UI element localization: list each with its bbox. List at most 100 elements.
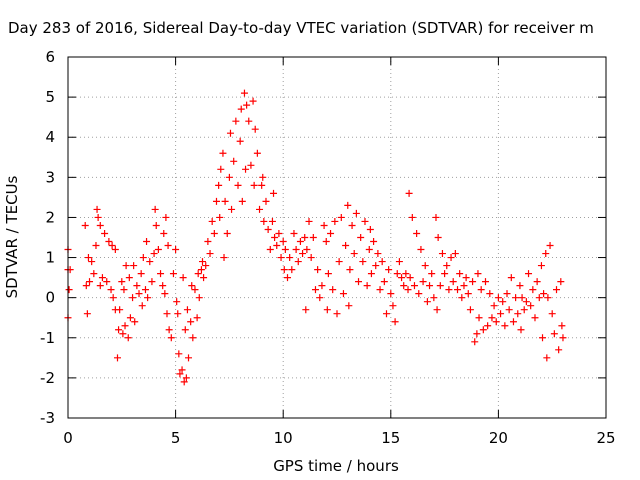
data-point	[238, 197, 246, 205]
data-point	[537, 262, 545, 270]
data-point	[86, 278, 94, 286]
data-point	[408, 213, 416, 221]
data-point	[481, 278, 489, 286]
data-point	[550, 330, 558, 338]
data-point	[96, 282, 104, 290]
data-point	[430, 294, 438, 302]
data-point	[307, 254, 315, 262]
data-point	[464, 290, 472, 298]
data-point	[245, 117, 253, 125]
data-point	[426, 282, 434, 290]
data-point	[466, 306, 474, 314]
data-point	[160, 229, 168, 237]
data-point	[115, 326, 123, 334]
data-point	[151, 205, 159, 213]
data-point	[503, 290, 511, 298]
data-point	[449, 278, 457, 286]
data-point	[275, 229, 283, 237]
y-tick-label: 1	[45, 249, 55, 267]
data-point	[372, 262, 380, 270]
data-point	[107, 286, 115, 294]
data-point	[514, 310, 522, 318]
data-point	[378, 258, 386, 266]
data-point	[161, 290, 169, 298]
data-point	[120, 286, 128, 294]
data-point	[436, 282, 444, 290]
data-point	[294, 258, 302, 266]
data-point	[376, 286, 384, 294]
data-point	[479, 326, 487, 334]
data-point	[423, 298, 431, 306]
data-point	[182, 374, 190, 382]
data-point	[94, 213, 102, 221]
data-point	[497, 310, 505, 318]
data-point	[174, 310, 182, 318]
data-point	[225, 173, 233, 181]
data-point	[329, 286, 337, 294]
data-point	[342, 242, 350, 250]
data-point	[299, 250, 307, 258]
data-point	[138, 302, 146, 310]
data-point	[280, 266, 288, 274]
data-point	[352, 209, 360, 217]
data-point	[501, 322, 509, 330]
data-point	[389, 302, 397, 310]
data-point	[370, 238, 378, 246]
data-point	[249, 97, 257, 105]
data-point	[65, 286, 73, 294]
data-point	[433, 306, 441, 314]
data-point	[81, 221, 89, 229]
data-point	[311, 286, 319, 294]
y-tick-label: 4	[45, 128, 55, 146]
data-point	[507, 274, 515, 282]
data-point	[367, 270, 375, 278]
data-point	[441, 270, 449, 278]
data-point	[251, 125, 259, 133]
data-point	[197, 266, 205, 274]
data-point	[540, 290, 548, 298]
data-point	[406, 274, 414, 282]
data-point	[290, 229, 298, 237]
data-point	[185, 354, 193, 362]
data-point	[179, 274, 187, 282]
data-point	[355, 278, 363, 286]
data-point	[454, 286, 462, 294]
data-point	[286, 254, 294, 262]
data-point	[90, 270, 98, 278]
data-point	[270, 189, 278, 197]
data-point	[525, 270, 533, 278]
data-point	[456, 270, 464, 278]
data-point	[522, 298, 530, 306]
data-point	[152, 221, 160, 229]
data-point	[462, 274, 470, 282]
data-point	[164, 242, 172, 250]
data-point	[126, 314, 134, 322]
data-point	[458, 294, 466, 302]
data-point	[199, 258, 206, 266]
y-tick-label: -2	[40, 369, 55, 387]
data-point	[350, 250, 358, 258]
data-point	[260, 217, 268, 225]
data-point	[240, 89, 248, 97]
data-point	[187, 318, 195, 326]
data-point	[193, 314, 201, 322]
data-point	[237, 105, 245, 113]
data-point	[471, 338, 479, 346]
data-point	[212, 197, 220, 205]
data-point	[92, 242, 100, 250]
data-point	[137, 270, 145, 278]
y-tick-label: 2	[45, 208, 55, 226]
data-point	[219, 149, 227, 157]
data-point	[539, 334, 547, 342]
data-point	[529, 286, 537, 294]
data-point	[421, 262, 429, 270]
data-point	[96, 221, 104, 229]
data-point	[302, 306, 310, 314]
data-point	[494, 294, 502, 302]
data-point	[387, 290, 395, 298]
data-point	[188, 282, 196, 290]
y-tick-label: -1	[40, 329, 55, 347]
data-point	[266, 246, 274, 254]
data-point	[101, 229, 109, 237]
y-tick-label: -3	[40, 409, 55, 427]
